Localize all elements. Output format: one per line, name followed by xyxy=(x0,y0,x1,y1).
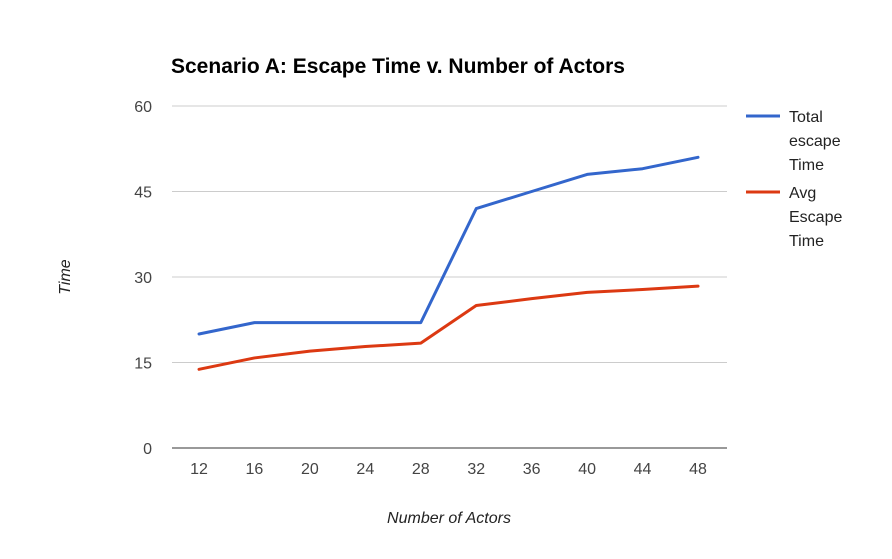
legend-label: escape xyxy=(789,133,841,150)
x-axis-ticks: 12 16 20 24 28 32 36 40 44 48 xyxy=(190,461,707,478)
data-point xyxy=(475,304,478,307)
data-point xyxy=(586,173,589,176)
y-tick-label: 15 xyxy=(134,356,152,373)
data-point xyxy=(253,356,256,359)
x-tick-label: 36 xyxy=(523,461,541,478)
legend-label: Avg xyxy=(789,185,816,202)
y-tick-label: 30 xyxy=(134,270,152,287)
data-point xyxy=(697,156,700,159)
data-point xyxy=(697,285,700,288)
x-tick-label: 44 xyxy=(634,461,652,478)
x-tick-label: 48 xyxy=(689,461,707,478)
data-point xyxy=(475,207,478,210)
x-tick-label: 28 xyxy=(412,461,430,478)
legend-label: Time xyxy=(789,233,824,250)
data-point xyxy=(364,321,367,324)
data-point xyxy=(586,291,589,294)
data-point xyxy=(530,190,533,193)
y-axis-ticks: 0 15 30 45 60 xyxy=(134,99,152,458)
data-point xyxy=(530,297,533,300)
data-point xyxy=(419,321,422,324)
series-line-avg-escape-time xyxy=(197,284,700,371)
y-tick-label: 45 xyxy=(134,185,152,202)
data-point xyxy=(641,167,644,170)
data-point xyxy=(308,321,311,324)
y-tick-label: 0 xyxy=(143,441,152,458)
data-point xyxy=(198,333,201,336)
x-tick-label: 24 xyxy=(356,461,374,478)
x-axis-label: Number of Actors xyxy=(387,510,511,527)
series-lines xyxy=(197,155,700,371)
x-tick-label: 12 xyxy=(190,461,208,478)
legend: Total escape Time Avg Escape Time xyxy=(746,109,842,250)
legend-label: Time xyxy=(789,157,824,174)
data-point xyxy=(308,350,311,353)
data-point xyxy=(253,321,256,324)
chart-title: Scenario A: Escape Time v. Number of Act… xyxy=(171,55,625,78)
legend-label: Escape xyxy=(789,209,842,226)
data-point xyxy=(641,288,644,291)
y-tick-label: 60 xyxy=(134,99,152,116)
x-tick-label: 20 xyxy=(301,461,319,478)
x-tick-label: 40 xyxy=(578,461,596,478)
data-point xyxy=(198,368,201,371)
data-point xyxy=(419,342,422,345)
x-tick-label: 32 xyxy=(467,461,485,478)
data-point xyxy=(364,345,367,348)
x-tick-label: 16 xyxy=(246,461,264,478)
y-axis-label: Time xyxy=(57,259,74,295)
series-line-total-escape-time xyxy=(197,155,700,336)
gridlines xyxy=(172,105,727,363)
legend-label: Total xyxy=(789,109,823,126)
